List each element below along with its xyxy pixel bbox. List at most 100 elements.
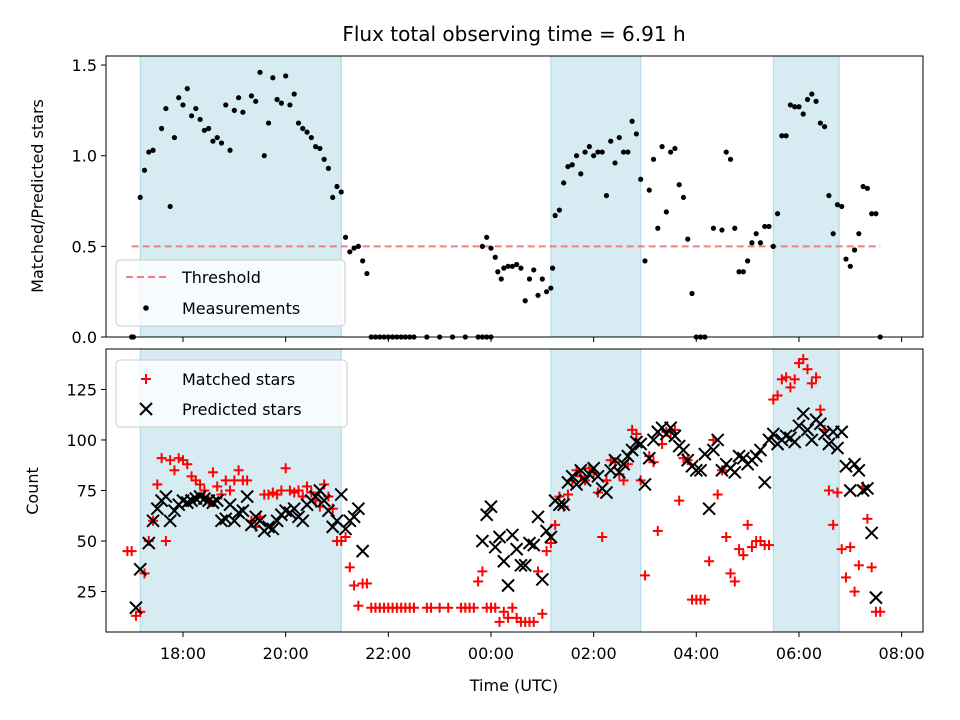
matched-star-point <box>597 531 608 542</box>
predicted-star-point <box>762 433 776 447</box>
predicted-star-point-b <box>253 514 267 528</box>
measurement-point <box>561 180 567 186</box>
matched-star-point <box>798 354 809 365</box>
measurement-point <box>616 134 622 141</box>
matched-star-point <box>528 616 539 627</box>
predicted-star-point-b <box>758 475 772 490</box>
measurement-point <box>265 120 272 126</box>
predicted-star-point <box>475 534 490 548</box>
predicted-star-point-b <box>497 554 511 568</box>
legend-matched-label: Matched stars <box>182 370 295 389</box>
measurement-point <box>633 131 640 137</box>
predicted-star-point-b <box>766 427 780 441</box>
top-panel: 0.0 0.5 1.0 1.5 Flux total observing time =… <box>28 22 924 347</box>
measurement-point <box>141 167 148 173</box>
measurement-point <box>150 147 156 153</box>
matched-star-point <box>182 459 193 470</box>
predicted-star-point-b <box>129 601 143 615</box>
matched-star-point <box>152 479 163 490</box>
predicted-star-point <box>792 419 806 433</box>
predicted-star-point <box>210 493 224 508</box>
measurement-point <box>257 69 263 75</box>
x-tick-label: 22:00 <box>365 644 411 663</box>
measurement-point <box>325 165 332 171</box>
matched-star-point <box>507 602 518 613</box>
matched-star-point <box>785 382 796 393</box>
measurement-point <box>710 225 717 231</box>
measurement-point <box>864 185 870 191</box>
matched-star-point <box>426 602 437 613</box>
measurement-point <box>308 134 314 141</box>
measurement-point <box>231 107 237 113</box>
predicted-star-point <box>565 469 579 484</box>
matched-star-point <box>498 606 509 617</box>
predicted-star-point <box>150 501 165 516</box>
predicted-star-point <box>488 540 502 554</box>
top-y-axis-label: Matched/Predicted stars <box>28 99 47 293</box>
predicted-star-point-b <box>334 487 348 502</box>
predicted-star-point <box>569 477 584 492</box>
matched-star-point <box>353 600 364 611</box>
measurement-point <box>668 149 674 155</box>
measurement-point <box>488 245 494 251</box>
matched-star-point <box>853 560 864 571</box>
measurement-point <box>851 247 858 253</box>
matched-star-point <box>866 562 877 573</box>
measurement-point <box>509 263 515 269</box>
predicted-star-point-b <box>539 524 554 538</box>
y-tick-label: 1.0 <box>72 147 97 166</box>
predicted-star-point-b <box>847 457 862 471</box>
top-y-ticks: 0.0 0.5 1.0 1.5 <box>72 56 106 347</box>
predicted-star-point-b <box>578 473 592 488</box>
matched-star-point <box>841 572 852 583</box>
predicted-star-point <box>604 463 618 477</box>
predicted-star-point <box>351 501 366 516</box>
predicted-star-point <box>753 443 768 457</box>
matched-star-point <box>216 489 227 500</box>
predicted-star-point-b <box>214 514 229 528</box>
predicted-star-point <box>539 524 554 538</box>
measurement-point <box>227 147 233 153</box>
predicted-star-point <box>206 495 220 510</box>
predicted-star-point-b <box>621 449 635 463</box>
predicted-star-point-b <box>796 406 810 421</box>
measurement-point <box>736 269 742 275</box>
measurement-point <box>543 289 550 295</box>
predicted-star-point <box>180 495 194 510</box>
predicted-star-point-b <box>206 495 220 510</box>
predicted-star-point <box>633 437 648 451</box>
measurement-point <box>210 138 216 144</box>
predicted-star-point <box>266 522 280 536</box>
predicted-star-point-b <box>612 465 627 480</box>
predicted-star-point <box>219 512 233 526</box>
legend-threshold-label: Threshold <box>181 268 261 287</box>
predicted-star-point-b <box>852 463 866 477</box>
predicted-star-point <box>586 461 601 475</box>
predicted-star-point <box>129 601 143 615</box>
predicted-star-point <box>142 536 156 550</box>
predicted-star-point <box>591 469 605 484</box>
measurement-point <box>330 194 336 201</box>
predicted-star-point-b <box>860 481 875 496</box>
legend-measurements-label: Measurements <box>182 299 300 318</box>
y-tick-label: 25 <box>77 583 97 602</box>
measurement-point <box>689 290 695 297</box>
predicted-star-point <box>578 473 592 488</box>
legend-predicted-swatch <box>139 402 153 416</box>
predicted-star-point-b <box>710 433 725 447</box>
predicted-star-point <box>197 491 212 506</box>
predicted-star-point-b <box>864 526 879 540</box>
predicted-star-point <box>253 514 267 528</box>
predicted-star-point-b <box>565 469 579 484</box>
matched-star-point <box>494 616 505 627</box>
measurement-point <box>869 211 875 217</box>
matched-star-point <box>802 364 813 375</box>
predicted-star-point <box>347 510 361 524</box>
top-legend-box <box>115 259 346 327</box>
predicted-star-point-b <box>582 467 597 482</box>
measurement-point <box>638 176 644 182</box>
predicted-star-point <box>758 475 772 490</box>
measurement-point <box>287 102 293 108</box>
predicted-star-point <box>646 433 661 447</box>
